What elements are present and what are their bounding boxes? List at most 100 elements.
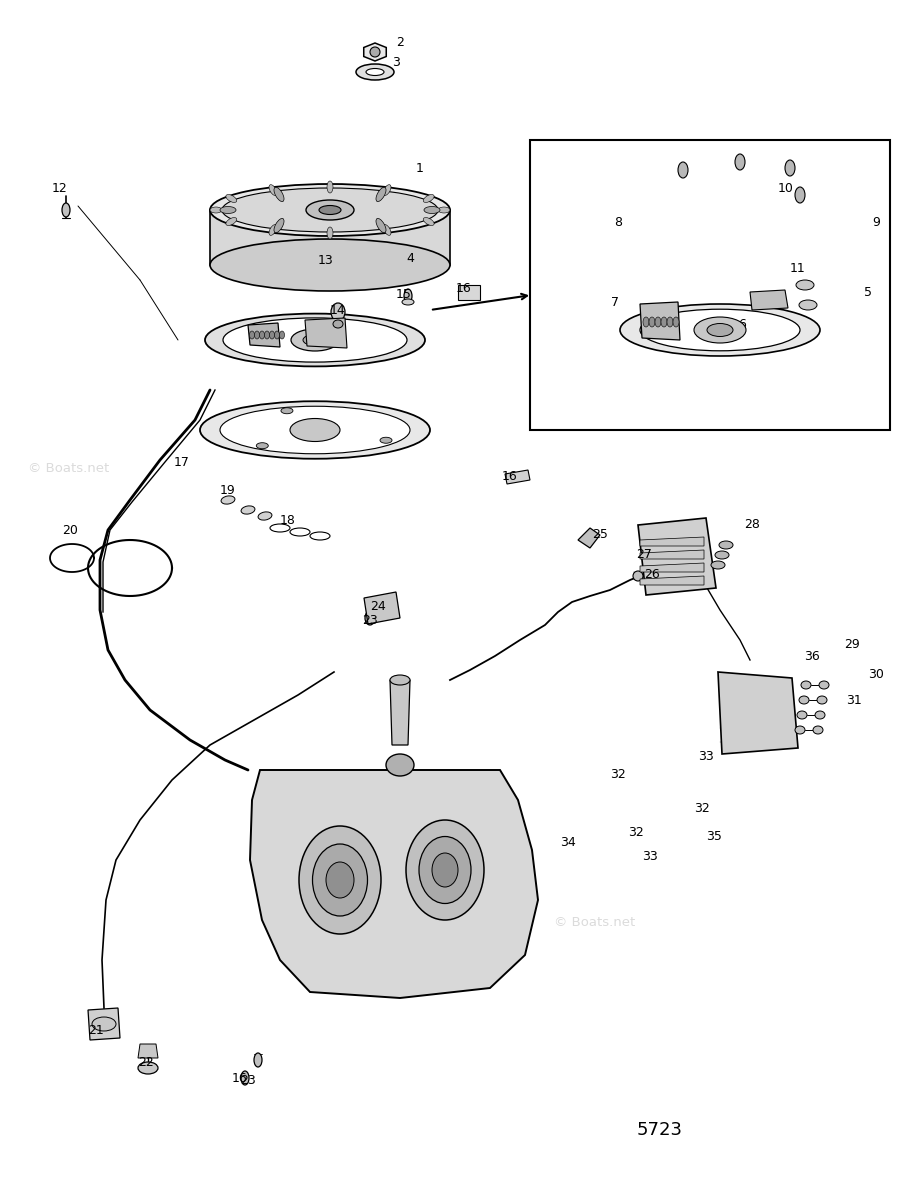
- Ellipse shape: [290, 528, 310, 536]
- Ellipse shape: [303, 335, 327, 346]
- Text: 3: 3: [392, 55, 400, 68]
- Ellipse shape: [801, 680, 811, 689]
- Text: 11: 11: [790, 262, 806, 275]
- Text: 14: 14: [330, 304, 346, 317]
- Ellipse shape: [380, 437, 392, 443]
- Ellipse shape: [250, 331, 254, 338]
- Ellipse shape: [432, 853, 458, 887]
- Ellipse shape: [402, 299, 414, 305]
- Text: 22: 22: [138, 1056, 154, 1068]
- Polygon shape: [364, 592, 400, 624]
- Polygon shape: [458, 284, 480, 300]
- Ellipse shape: [223, 318, 407, 362]
- Ellipse shape: [711, 560, 725, 569]
- Polygon shape: [138, 1044, 158, 1058]
- Text: 29: 29: [845, 637, 860, 650]
- Polygon shape: [305, 318, 347, 348]
- Text: 5723: 5723: [637, 1121, 683, 1139]
- Ellipse shape: [419, 836, 471, 904]
- Ellipse shape: [386, 754, 414, 776]
- Polygon shape: [718, 672, 798, 754]
- Ellipse shape: [383, 185, 391, 196]
- Ellipse shape: [270, 331, 274, 338]
- Ellipse shape: [365, 611, 375, 625]
- Ellipse shape: [438, 206, 450, 214]
- Ellipse shape: [813, 726, 823, 734]
- Polygon shape: [210, 210, 450, 265]
- Text: 23: 23: [362, 613, 378, 626]
- Polygon shape: [578, 528, 600, 548]
- Ellipse shape: [241, 506, 255, 514]
- Ellipse shape: [205, 313, 425, 366]
- Polygon shape: [640, 550, 704, 559]
- Ellipse shape: [327, 227, 333, 239]
- Text: 26: 26: [644, 568, 660, 581]
- Ellipse shape: [649, 317, 655, 326]
- Ellipse shape: [620, 304, 820, 356]
- Polygon shape: [640, 563, 704, 572]
- Ellipse shape: [815, 710, 825, 719]
- Ellipse shape: [270, 524, 290, 532]
- Text: 17: 17: [174, 456, 190, 468]
- Polygon shape: [638, 518, 716, 595]
- Ellipse shape: [643, 317, 649, 326]
- Text: 32: 32: [610, 768, 626, 780]
- Ellipse shape: [423, 217, 434, 226]
- Polygon shape: [640, 576, 704, 584]
- Ellipse shape: [819, 680, 829, 689]
- Ellipse shape: [62, 203, 70, 217]
- Text: 33: 33: [642, 850, 658, 863]
- Text: 16: 16: [232, 1072, 248, 1085]
- Text: 6: 6: [738, 318, 746, 330]
- Ellipse shape: [327, 181, 333, 193]
- Ellipse shape: [210, 184, 450, 236]
- Ellipse shape: [333, 320, 343, 328]
- Ellipse shape: [640, 310, 800, 350]
- Ellipse shape: [241, 1070, 249, 1085]
- Text: 21: 21: [88, 1024, 104, 1037]
- Text: 19: 19: [220, 484, 236, 497]
- Ellipse shape: [326, 862, 354, 898]
- Text: 12: 12: [52, 181, 68, 194]
- Ellipse shape: [404, 289, 412, 302]
- Ellipse shape: [226, 217, 237, 226]
- Ellipse shape: [290, 419, 340, 442]
- Ellipse shape: [390, 674, 410, 685]
- Ellipse shape: [274, 187, 284, 202]
- Ellipse shape: [719, 541, 733, 550]
- Ellipse shape: [254, 331, 260, 338]
- Ellipse shape: [383, 224, 391, 235]
- Text: 10: 10: [778, 181, 794, 194]
- Polygon shape: [250, 770, 538, 998]
- Text: 16: 16: [502, 469, 518, 482]
- Ellipse shape: [92, 1018, 116, 1031]
- Ellipse shape: [264, 331, 270, 338]
- Ellipse shape: [376, 218, 386, 233]
- Polygon shape: [364, 43, 386, 61]
- Ellipse shape: [222, 188, 438, 232]
- Ellipse shape: [319, 205, 341, 215]
- Ellipse shape: [799, 696, 809, 704]
- Ellipse shape: [274, 331, 279, 338]
- Circle shape: [370, 47, 380, 56]
- Text: 4: 4: [406, 252, 414, 264]
- Text: 9: 9: [872, 216, 880, 228]
- Ellipse shape: [210, 206, 222, 214]
- Text: 32: 32: [628, 826, 644, 839]
- Ellipse shape: [797, 710, 807, 719]
- Text: 30: 30: [868, 667, 884, 680]
- Ellipse shape: [210, 239, 450, 290]
- Polygon shape: [248, 323, 280, 347]
- Text: 35: 35: [706, 829, 722, 842]
- Polygon shape: [390, 680, 410, 745]
- Ellipse shape: [633, 571, 643, 581]
- Ellipse shape: [707, 324, 733, 336]
- Ellipse shape: [406, 820, 484, 920]
- Text: 36: 36: [804, 649, 820, 662]
- Ellipse shape: [200, 401, 430, 458]
- Ellipse shape: [269, 224, 277, 235]
- Bar: [530, 140, 890, 430]
- Text: 2: 2: [396, 36, 404, 48]
- Text: 18: 18: [280, 514, 296, 527]
- Ellipse shape: [331, 302, 345, 320]
